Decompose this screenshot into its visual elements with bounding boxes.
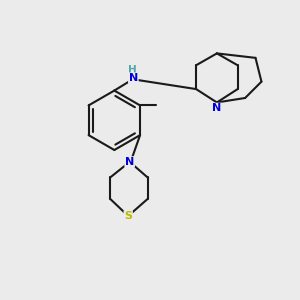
Text: N: N <box>129 73 138 83</box>
Text: N: N <box>125 157 134 167</box>
Text: N: N <box>212 103 221 113</box>
Text: S: S <box>124 211 132 221</box>
Text: H: H <box>128 65 136 75</box>
